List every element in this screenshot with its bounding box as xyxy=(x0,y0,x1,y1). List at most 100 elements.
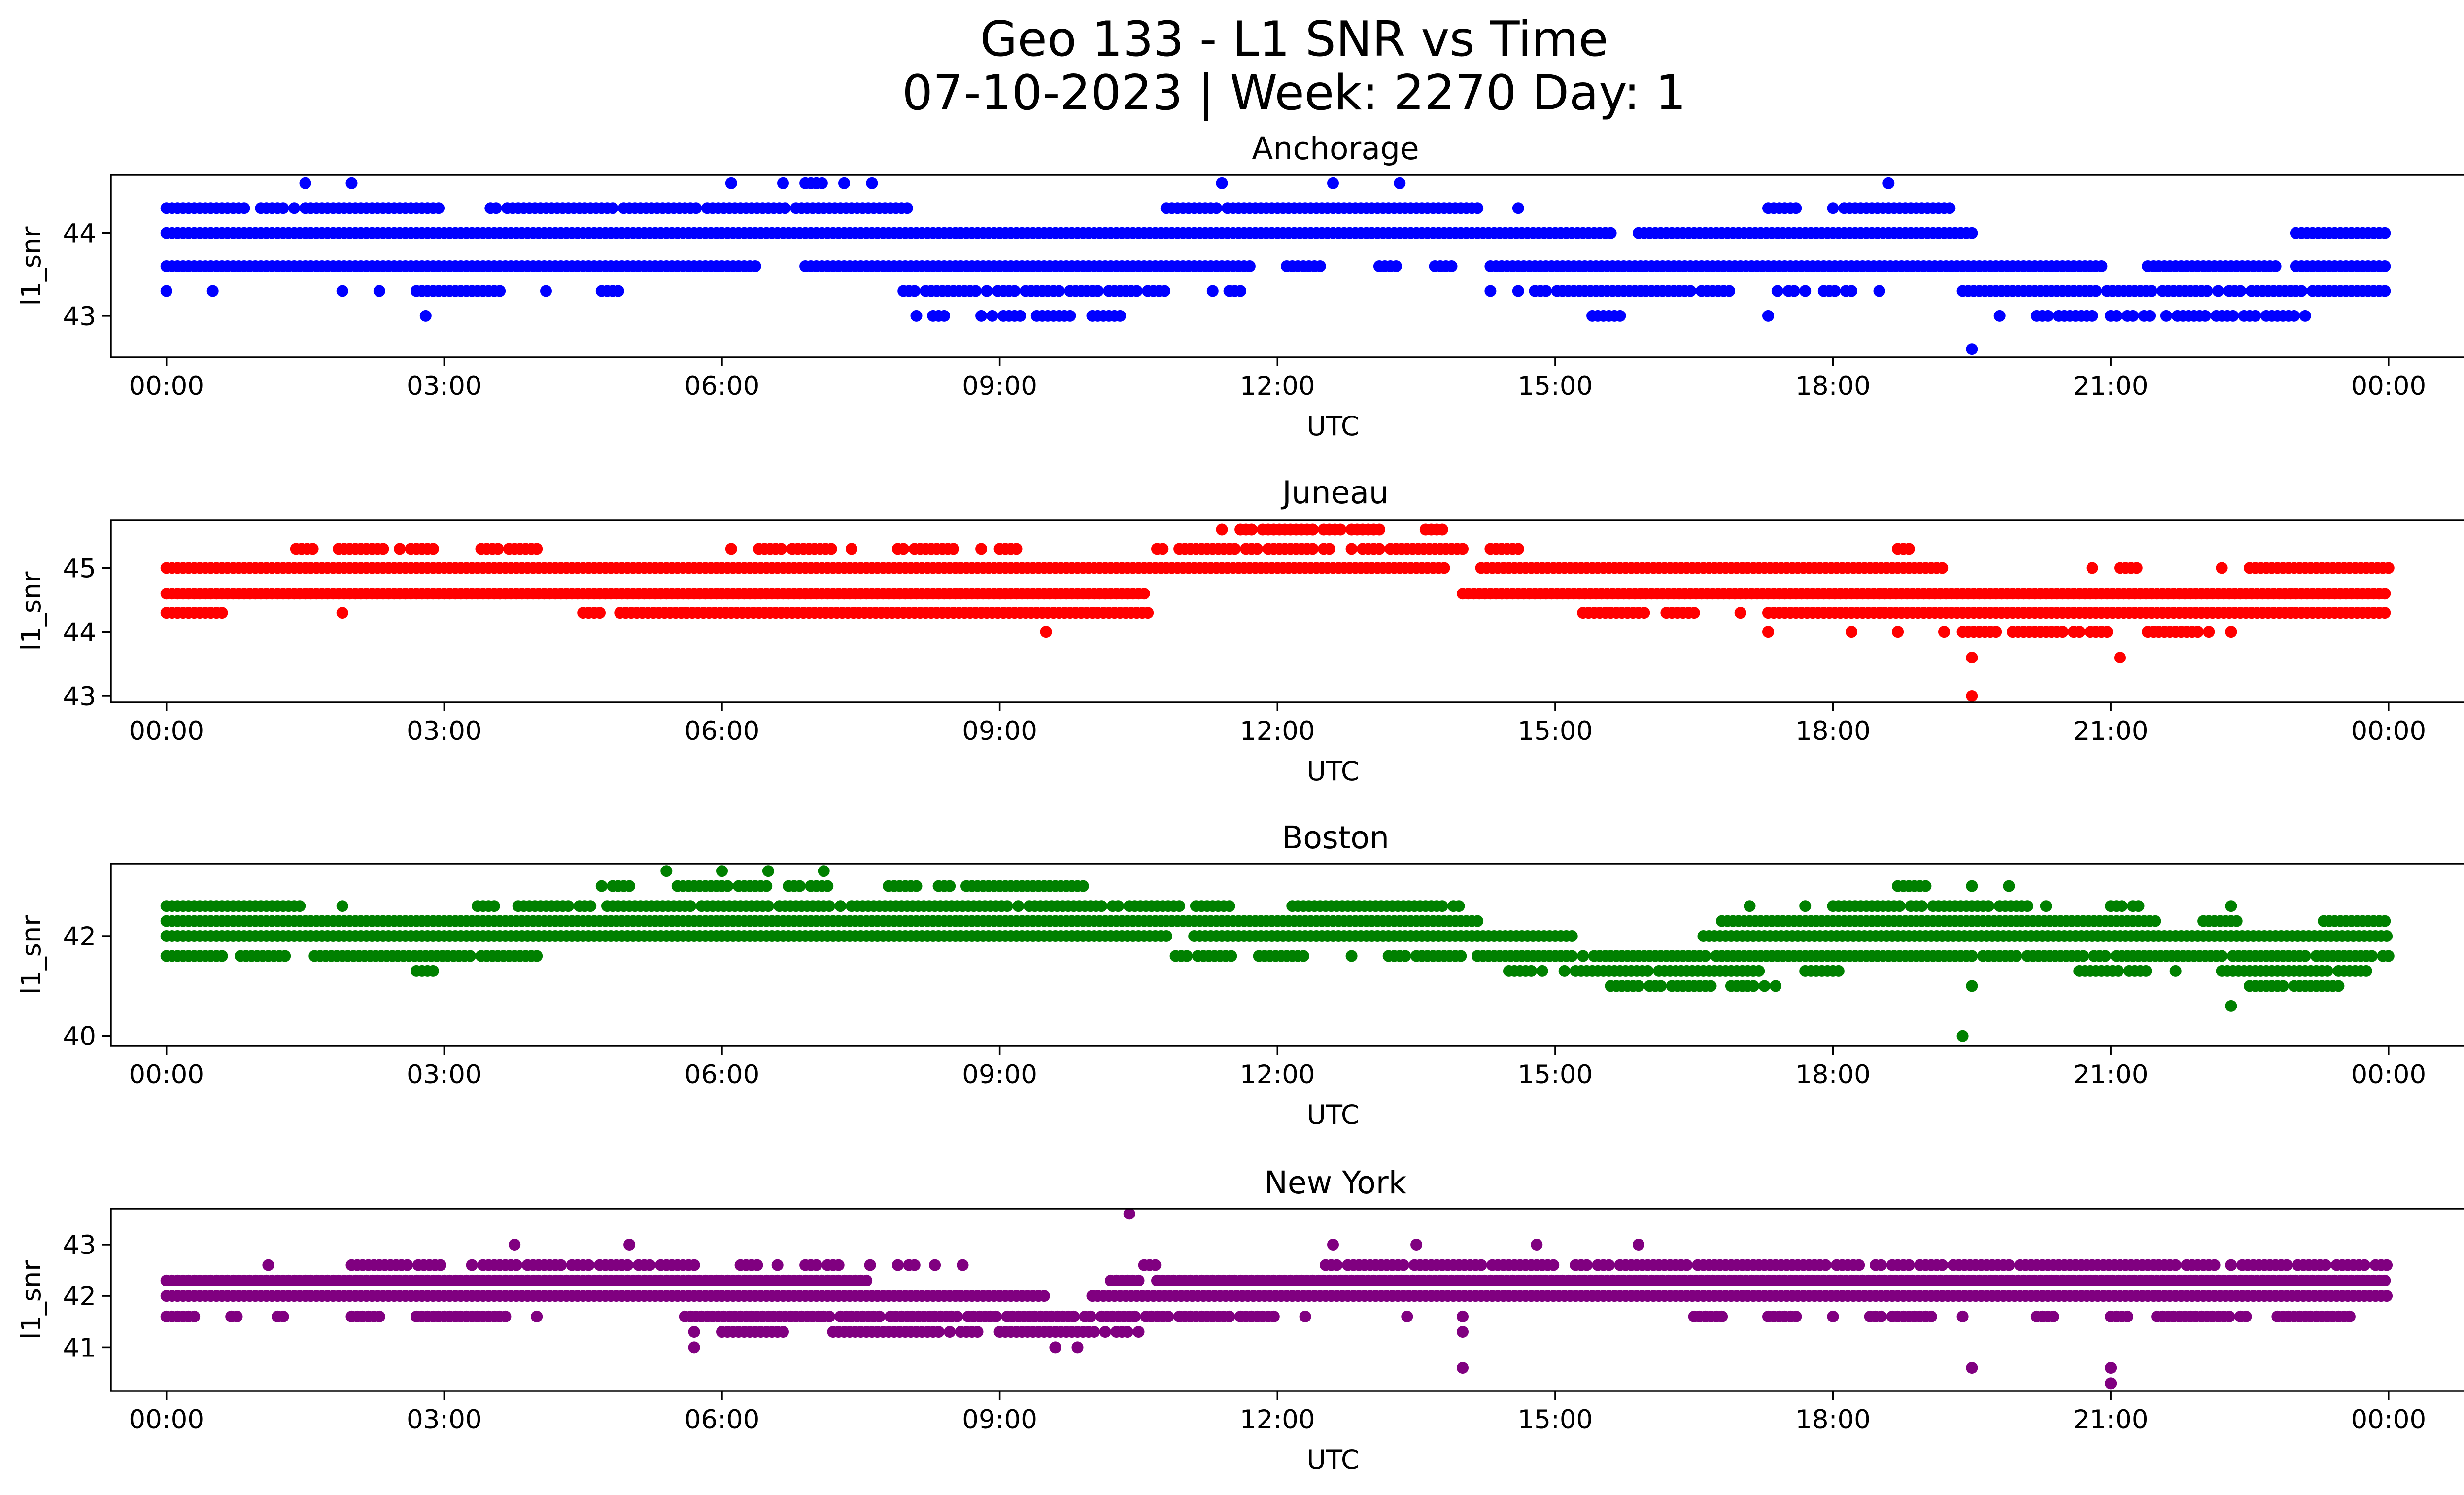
data-point xyxy=(1684,285,1697,297)
plot-frame xyxy=(110,863,2464,1047)
data-point xyxy=(494,285,506,297)
data-point xyxy=(2056,626,2069,638)
data-point xyxy=(2191,626,2204,638)
data-point xyxy=(2140,965,2152,977)
data-point xyxy=(777,1326,789,1338)
data-point xyxy=(1345,950,1358,962)
data-point xyxy=(1716,1310,1728,1322)
data-point xyxy=(951,1310,963,1322)
x-tick-label: 15:00 xyxy=(1518,716,1593,746)
data-point xyxy=(288,202,300,214)
data-point xyxy=(1531,1239,1543,1251)
data-point xyxy=(975,310,988,322)
data-point xyxy=(1966,227,1978,239)
data-point xyxy=(377,543,389,555)
data-point xyxy=(1327,1239,1339,1251)
data-point xyxy=(1410,1239,1423,1251)
x-tick-label: 06:00 xyxy=(684,1060,760,1090)
data-point xyxy=(873,1310,886,1322)
data-point xyxy=(1453,900,1465,912)
data-point xyxy=(531,950,543,962)
data-point xyxy=(499,1310,512,1322)
data-point xyxy=(277,202,289,214)
data-point xyxy=(238,202,250,214)
data-point xyxy=(1536,965,1548,977)
data-point xyxy=(1938,626,1950,638)
data-point xyxy=(2212,285,2224,297)
data-point xyxy=(2132,900,2145,912)
data-point xyxy=(1394,177,1406,189)
data-point xyxy=(1345,543,1358,555)
data-point xyxy=(2382,562,2395,574)
data-point xyxy=(1966,343,1978,355)
data-point xyxy=(969,285,982,297)
data-point xyxy=(434,1259,446,1271)
data-point xyxy=(299,177,311,189)
data-point xyxy=(1438,562,1450,574)
data-point xyxy=(2379,915,2391,927)
data-point xyxy=(2112,965,2124,977)
data-point xyxy=(2201,285,2213,297)
data-point xyxy=(975,543,988,555)
data-point xyxy=(1053,285,1065,297)
data-point xyxy=(1919,880,1932,892)
data-point xyxy=(2381,930,2393,942)
data-point xyxy=(2269,260,2282,272)
data-point xyxy=(908,285,921,297)
data-point xyxy=(1525,965,1538,977)
data-point xyxy=(607,202,619,214)
data-point xyxy=(594,607,606,619)
data-point xyxy=(216,607,228,619)
data-point xyxy=(864,1259,876,1271)
data-point xyxy=(216,950,228,962)
data-point xyxy=(2249,310,2261,322)
x-axis-ticks: 00:00 03:00 06:00 09:00 12:00 15:00 18:00 21:00… xyxy=(129,702,2426,746)
data-point xyxy=(336,900,348,912)
y-tick-label: 44 xyxy=(63,219,96,249)
data-point xyxy=(1734,607,1746,619)
data-point xyxy=(1655,980,1667,992)
data-point xyxy=(2010,950,2022,962)
juneau-points xyxy=(160,523,2395,702)
data-point xyxy=(1162,1310,1174,1322)
x-tick-label: 03:00 xyxy=(407,1060,482,1090)
data-point xyxy=(2277,980,2289,992)
data-point xyxy=(1299,1310,1311,1322)
data-point xyxy=(1605,227,1617,239)
data-point xyxy=(1762,626,1774,638)
data-point xyxy=(1966,652,1978,664)
data-point xyxy=(1762,310,1774,322)
data-point xyxy=(1892,626,1904,638)
data-point xyxy=(1936,562,1949,574)
data-point xyxy=(427,543,439,555)
x-tick-label: 06:00 xyxy=(684,371,760,401)
data-point xyxy=(771,1259,784,1271)
x-tick-label: 03:00 xyxy=(407,371,482,401)
data-point xyxy=(1251,543,1263,555)
data-point xyxy=(779,202,791,214)
data-point xyxy=(394,543,406,555)
y-tick-label: 42 xyxy=(63,922,96,952)
data-point xyxy=(1216,177,1228,189)
y-tick-label: 44 xyxy=(63,618,96,648)
data-point xyxy=(206,285,219,297)
data-point xyxy=(1875,1310,1887,1322)
data-point xyxy=(1040,626,1052,638)
data-point xyxy=(2149,915,2161,927)
data-point xyxy=(1688,607,1700,619)
data-point xyxy=(1882,177,1895,189)
data-point xyxy=(1699,950,1711,962)
data-point xyxy=(1306,523,1319,536)
data-point xyxy=(1064,310,1076,322)
x-tick-label: 21:00 xyxy=(2073,371,2149,401)
data-point xyxy=(938,310,950,322)
plot-frame xyxy=(110,174,2464,358)
x-axis-label: UTC xyxy=(1306,756,1359,787)
data-point xyxy=(1580,1259,1593,1271)
data-point xyxy=(345,177,358,189)
data-point xyxy=(1397,1259,1409,1271)
